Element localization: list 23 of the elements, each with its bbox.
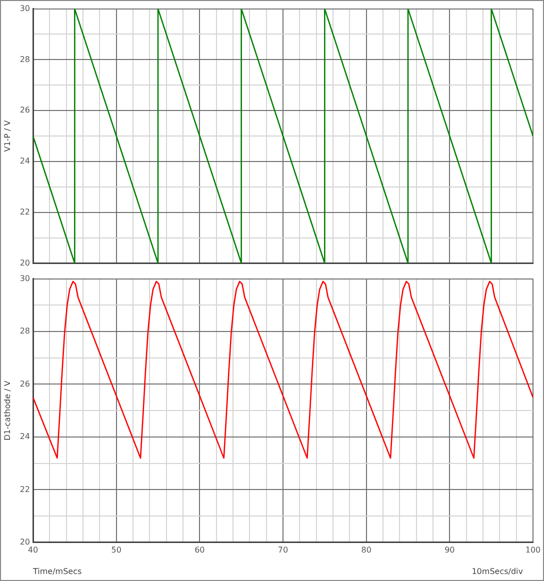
y-tick-label: 24 [20, 156, 30, 166]
x-axis-title: Time/mSecs [32, 567, 82, 576]
x-tick-label: 50 [111, 545, 122, 554]
x-tick-label: 60 [194, 545, 205, 554]
y-tick-label: 30 [20, 4, 30, 13]
y-tick-label: 22 [20, 207, 30, 216]
y-axis-title: V1-P / V [2, 120, 12, 152]
y-tick-label: 28 [20, 54, 30, 64]
y-tick-label: 20 [20, 537, 30, 546]
x-tick-label: 40 [28, 545, 38, 554]
text: 10mSecs/div [472, 567, 524, 576]
y-tick-label: 30 [20, 274, 30, 283]
x-tick-label: 70 [278, 545, 288, 554]
y-tick-label: 24 [20, 432, 30, 442]
x-tick-label: 100 [525, 545, 541, 554]
y-tick-label: 26 [20, 106, 30, 115]
x-tick-label: 80 [361, 545, 372, 554]
y-tick-label: 26 [20, 379, 30, 388]
x-tick-label: 90 [444, 545, 455, 554]
y-axis-title: D1-cathode / V [2, 380, 12, 440]
y-tick-label: 28 [20, 326, 30, 336]
y-tick-label: 20 [20, 258, 30, 268]
y-tick-label: 22 [20, 484, 30, 494]
